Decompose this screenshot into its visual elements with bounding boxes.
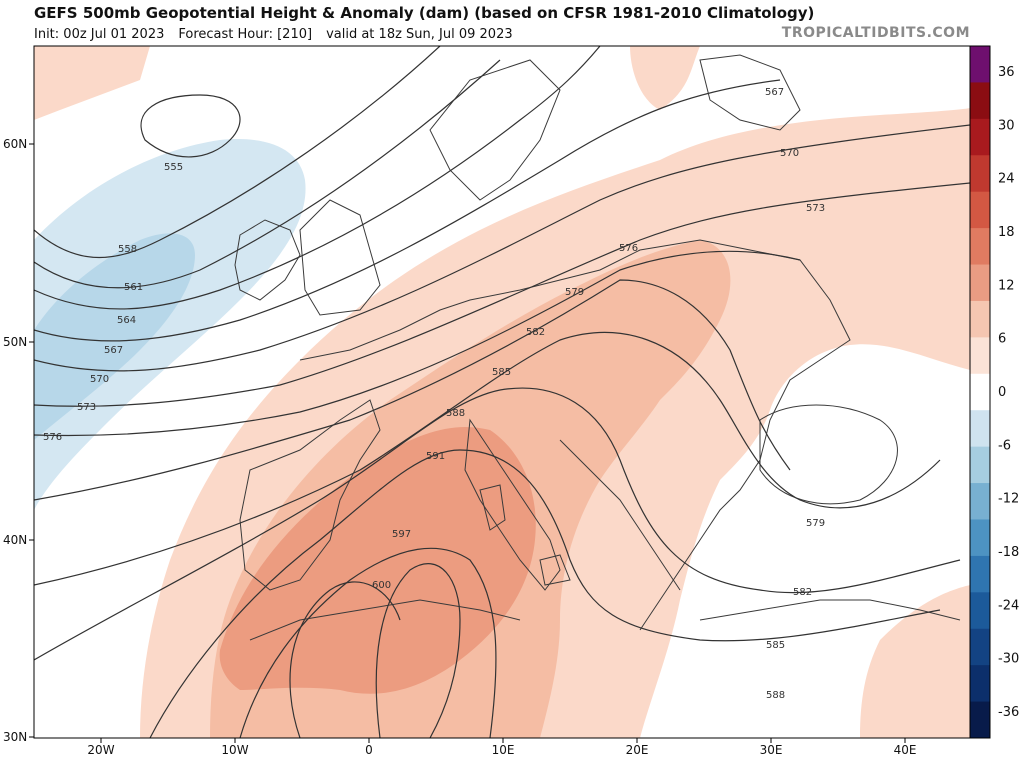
- contour-label: 579: [565, 287, 584, 298]
- colorbar-tick-label: 12: [998, 278, 1015, 293]
- colorbar-border: [969, 45, 991, 739]
- contour-label: 561: [124, 282, 143, 293]
- colorbar-tick-label: 36: [998, 65, 1015, 80]
- map-title: GEFS 500mb Geopotential Height & Anomaly…: [34, 4, 815, 22]
- colorbar-segment: [970, 228, 990, 266]
- valid-time: valid at 18z Sun, Jul 09 2023: [326, 27, 513, 42]
- contour-label: 576: [619, 243, 638, 254]
- contour-label: 588: [766, 690, 785, 701]
- colorbar-segment: [970, 592, 990, 630]
- contour-label: 564: [117, 315, 136, 326]
- colorbar-segment: [970, 191, 990, 229]
- forecast-hour: Forecast Hour: [210]: [178, 27, 313, 42]
- contour-label: 573: [806, 203, 825, 214]
- contour-label: 597: [392, 529, 411, 540]
- anomaly-negative-medium: [34, 233, 195, 440]
- contour-label: 582: [526, 327, 545, 338]
- anomaly-negative-light: [34, 139, 306, 511]
- contour-label: 555: [164, 162, 183, 173]
- contour-label: 576: [43, 432, 62, 443]
- plot-area: 555 558 561 564 567 570 573 576 579 582 …: [34, 46, 970, 738]
- lon-label: 40E: [894, 743, 917, 757]
- contour-label: 600: [372, 580, 391, 591]
- lon-label: 20E: [626, 743, 649, 757]
- map-subtitle: Init: 00z Jul 01 2023 Forecast Hour: [210…: [34, 27, 527, 42]
- lat-label: 30N: [3, 730, 27, 744]
- lon-axis: [100, 738, 906, 743]
- colorbar-segment: [970, 628, 990, 666]
- lon-label: 10E: [492, 743, 515, 757]
- init-time: Init: 00z Jul 01 2023: [34, 27, 165, 42]
- contour-label: 582: [793, 587, 812, 598]
- colorbar-segment: [970, 410, 990, 448]
- colorbar-segment: [970, 555, 990, 593]
- contour-label: 585: [766, 640, 785, 651]
- lon-label: 0: [365, 743, 373, 757]
- contour-label: 567: [765, 87, 784, 98]
- height-contours: [34, 46, 970, 738]
- contour-label: 579: [806, 518, 825, 529]
- lon-label: 10W: [221, 743, 248, 757]
- colorbar-tick-label: 24: [998, 172, 1015, 187]
- colorbar-tick-label: -30: [998, 652, 1019, 667]
- coastlines: [234, 54, 961, 641]
- colorbar-tick-label: 6: [998, 332, 1006, 347]
- contour-label: 567: [104, 345, 123, 356]
- colorbar-segment: [970, 665, 990, 703]
- colorbar-segment: [970, 701, 990, 739]
- colorbar-tick-label: -6: [998, 438, 1011, 453]
- lon-label: 20W: [87, 743, 114, 757]
- colorbar-tick-label: 18: [998, 225, 1015, 240]
- colorbar-tick-label: 0: [998, 385, 1006, 400]
- contour-labels: 555 558 561 564 567 570 573 576 579 582 …: [43, 87, 825, 701]
- lon-label: 30E: [760, 743, 783, 757]
- colorbar-segment: [970, 300, 990, 338]
- contour-label: 570: [780, 148, 799, 159]
- colorbar: [969, 45, 991, 739]
- anomaly-positive-strong: [219, 426, 536, 694]
- contour-label: 558: [118, 244, 137, 255]
- contour-label: 588: [446, 408, 465, 419]
- lat-axis: [29, 143, 34, 738]
- colorbar-segment: [970, 155, 990, 193]
- brand-watermark: TROPICALTIDBITS.COM: [781, 25, 970, 41]
- colorbar-tick-label: -18: [998, 545, 1019, 560]
- colorbar-segment: [970, 82, 990, 120]
- colorbar-tick-label: 30: [998, 118, 1015, 133]
- colorbar-segment: [970, 264, 990, 302]
- colorbar-ticks: 36 30 24 18 12 6 0 -6 -12 -18 -24 -30 -36: [998, 65, 1019, 720]
- lat-label: 40N: [3, 533, 27, 547]
- colorbar-tick-label: -24: [998, 598, 1019, 613]
- colorbar-tick-label: -36: [998, 705, 1019, 720]
- colorbar-segment: [970, 46, 990, 83]
- colorbar-segment: [970, 519, 990, 557]
- lat-label: 60N: [3, 137, 27, 151]
- lat-label: 50N: [3, 335, 27, 349]
- colorbar-segment: [970, 118, 990, 156]
- colorbar-tick-label: -12: [998, 492, 1019, 507]
- colorbar-segment: [970, 373, 990, 411]
- colorbar-segment: [970, 337, 990, 375]
- contour-label: 573: [77, 402, 96, 413]
- colorbar-segment: [970, 446, 990, 484]
- contour-label: 570: [90, 374, 109, 385]
- contour-label: 585: [492, 367, 511, 378]
- colorbar-segment: [970, 483, 990, 520]
- contour-label: 591: [426, 451, 445, 462]
